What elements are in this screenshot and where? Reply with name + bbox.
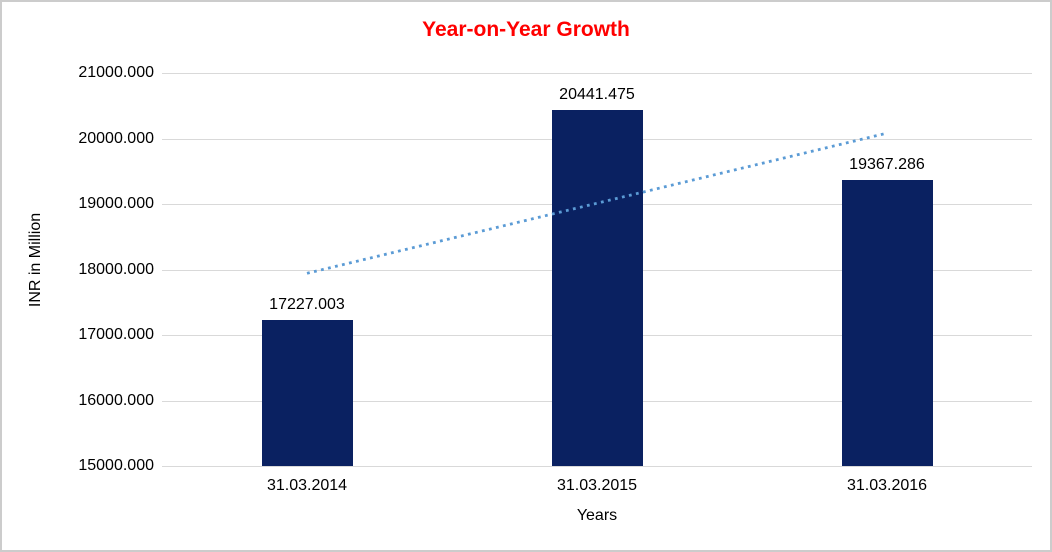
y-axis-title: INR in Million	[27, 212, 44, 308]
plot-area: Years 15000.000 16000.000 17000.000 18000.0…	[78, 64, 1032, 524]
bar-value-label: 20441.475	[559, 85, 635, 103]
trendline-svg	[306, 131, 888, 275]
x-axis-title: Years	[576, 507, 618, 524]
chart-title: Year-on-Year Growth	[422, 18, 630, 41]
bar	[261, 320, 353, 466]
x-axis-line	[162, 466, 1032, 467]
gridline	[162, 73, 1032, 74]
y-axis-tick-label: 20000.000	[78, 129, 154, 147]
bar	[551, 109, 643, 466]
bar-value-label: 17227.003	[269, 296, 345, 314]
y-axis-tick-label: 21000.000	[78, 64, 154, 81]
y-axis-tick-label: 17000.000	[78, 326, 154, 343]
y-axis-tick-label: 15000.000	[78, 457, 154, 474]
y-axis-tick-label: 19000.000	[78, 195, 154, 212]
x-axis-tick-label: 31.03.2015	[556, 477, 638, 494]
bar-value-label: 19367.286	[849, 155, 925, 173]
bar	[841, 179, 933, 466]
trendline	[306, 131, 888, 275]
y-axis-tick-label: 16000.000	[78, 391, 154, 409]
x-axis-tick-label: 31.03.2016	[846, 477, 928, 494]
x-axis-tick-label: 31.03.2014	[266, 477, 348, 494]
y-axis-tick-label: 18000.000	[78, 260, 154, 278]
